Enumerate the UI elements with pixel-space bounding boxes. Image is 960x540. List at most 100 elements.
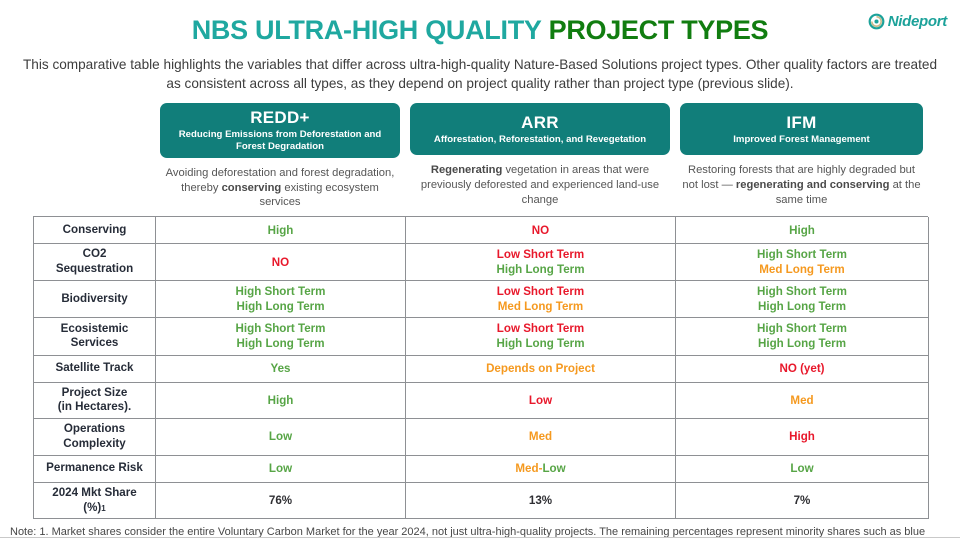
value-segment: High	[789, 430, 815, 444]
row-label-line: Biodiversity	[61, 291, 128, 305]
value-line: Med	[529, 429, 552, 444]
value-line: High Short Term	[757, 321, 847, 336]
description-segment: Avoiding deforestation and forest degrad…	[165, 166, 395, 194]
value-line: High Long Term	[758, 336, 846, 351]
title-part-green: PROJECT TYPES	[548, 15, 769, 45]
project-type-abbr: IFM	[786, 113, 817, 133]
value-line: High Long Term	[496, 262, 584, 277]
value-segment: Low	[528, 393, 553, 407]
value-segment: 7%	[793, 494, 811, 508]
value-line: 76%	[269, 493, 292, 508]
row-label: Satellite Track	[34, 355, 156, 383]
value-segment: High Long Term	[757, 300, 847, 314]
value-line: NO (yet)	[779, 361, 824, 376]
value-line: Low	[529, 393, 552, 408]
value-line: High Long Term	[496, 336, 584, 351]
project-type-badge: REDD+ Reducing Emissions from Deforestat…	[160, 103, 400, 158]
description-segment: Regenerating	[430, 164, 503, 177]
value-segment: High Long Term	[236, 300, 325, 314]
value-line: Low	[269, 461, 292, 476]
project-type-column: REDD+ Reducing Emissions from Deforestat…	[155, 103, 405, 210]
value-segment: NO	[271, 255, 290, 269]
value-line: Low Short Term	[497, 284, 584, 299]
value-segment: Med	[528, 430, 553, 444]
bottom-divider	[0, 537, 960, 538]
value-segment: High Long Term	[496, 337, 585, 351]
value-segment: Low Short Term	[496, 248, 585, 262]
project-type-abbr: ARR	[521, 113, 559, 133]
value-cell: Med	[676, 382, 929, 420]
value-cell: Low Short Term High Long Term	[406, 244, 676, 282]
value-cell: NO	[406, 217, 676, 245]
project-type-badge: IFM Improved Forest Management	[680, 103, 923, 156]
value-cell: Med-Low	[406, 455, 676, 483]
project-type-badge: ARR Afforestation, Reforestation, and Re…	[410, 103, 670, 156]
value-segment: High Short Term	[757, 248, 847, 262]
value-cell: Depends on Project	[406, 355, 676, 383]
project-type-description: Regenerating vegetation in areas that we…	[414, 163, 666, 207]
value-line: High	[789, 223, 815, 238]
project-type-description: Avoiding deforestation and forest degrad…	[160, 166, 400, 210]
value-segment: High	[267, 223, 294, 237]
description-segment: conserving	[221, 181, 282, 194]
description-segment: existing ecosystem services	[259, 181, 379, 209]
value-line: High	[268, 223, 294, 238]
value-line: Med Long Term	[759, 262, 844, 277]
intro-text: This comparative table highlights the va…	[22, 56, 937, 91]
value-cell: Low	[406, 382, 676, 420]
value-segment: Low	[790, 462, 814, 476]
description-segment: regenerating and conserving	[735, 179, 890, 192]
row-label: Conserving	[34, 217, 156, 245]
value-cell: Low Short Term Med Long Term	[406, 281, 676, 319]
value-line: High Short Term	[236, 321, 326, 336]
value-cell: Low	[676, 455, 929, 483]
value-cell: 7%	[676, 482, 929, 520]
value-segment: 13%	[528, 494, 553, 508]
value-line: 13%	[529, 493, 552, 508]
value-line: Depends on Project	[486, 361, 595, 376]
value-line: Med	[790, 393, 813, 408]
row-label-line: Ecosistemic	[60, 321, 129, 335]
row-label-line: Conserving	[62, 222, 127, 236]
value-cell: 76%	[156, 482, 406, 520]
row-label-line: 2024 Mkt Share	[52, 485, 137, 499]
description-segment: Restoring forests that are highly degrad…	[682, 164, 915, 192]
value-line: Yes	[271, 361, 291, 376]
value-line: Low	[790, 461, 813, 476]
value-segment: Low Short Term	[496, 285, 585, 299]
column-headers: REDD+ Reducing Emissions from Deforestat…	[33, 103, 928, 210]
value-cell: 13%	[406, 482, 676, 520]
row-label: Operations Complexity	[34, 419, 156, 456]
row-label: 2024 Mkt Share (%)1	[34, 482, 156, 520]
value-segment: Depends on Project	[486, 361, 595, 375]
value-cell: High	[676, 217, 929, 245]
value-segment: NO (yet)	[779, 361, 825, 375]
value-cell: High Short Term Med Long Term	[676, 244, 929, 282]
value-segment: High	[267, 393, 294, 407]
value-segment: Med	[790, 393, 814, 407]
value-segment: High Long Term	[496, 263, 585, 277]
row-label: Project Size (in Hectares).	[34, 382, 156, 420]
value-segment: Med-	[515, 462, 543, 476]
nideport-logo-icon	[868, 13, 885, 30]
value-line: High Long Term	[758, 299, 846, 314]
value-line: Low Short Term	[497, 321, 584, 336]
value-segment: Low Short Term	[496, 322, 585, 336]
title-part-teal: NBS ULTRA-HIGH QUALITY	[191, 15, 542, 45]
value-line: High	[268, 393, 294, 408]
value-cell: High Short Term High Long Term	[156, 281, 406, 319]
row-label: Ecosistemic Services	[34, 318, 156, 356]
value-segment: High Short Term	[235, 322, 326, 336]
value-cell: Low Short Term High Long Term	[406, 318, 676, 356]
value-cell: High Short Term High Long Term	[676, 281, 929, 319]
value-segment: High	[789, 223, 815, 237]
value-cell: NO	[156, 244, 406, 282]
value-cell: High	[156, 382, 406, 420]
value-segment: Low	[268, 462, 293, 476]
value-line: Med Long Term	[498, 299, 583, 314]
value-segment: High Short Term	[235, 285, 326, 299]
row-label-line: Permanence Risk	[46, 461, 143, 475]
row-label-line: (in Hectares).	[57, 400, 132, 414]
project-type-full-name: Afforestation, Reforestation, and Revege…	[433, 133, 647, 145]
